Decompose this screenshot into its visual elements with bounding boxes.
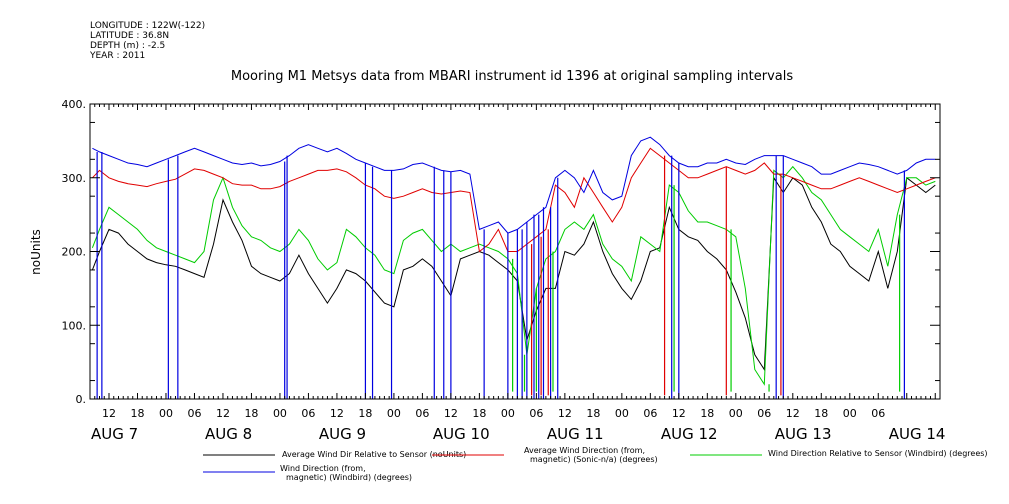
series-line-1 (91, 176, 936, 372)
y-axis-label: noUnits (29, 229, 43, 275)
x-tick-label: 00 (729, 407, 743, 420)
x-tick-label: 06 (643, 407, 657, 420)
year-label: YEAR : 2011 (90, 51, 146, 61)
x-tick-label: 12 (786, 407, 800, 420)
longitude-label: LONGITUDE : 122W(-122) (90, 21, 206, 31)
y-tick-label: 100. (62, 319, 87, 332)
x-tick-label: 18 (358, 407, 372, 420)
legend-label-line: Average Wind Direction (from, (524, 446, 645, 455)
chart-title: Mooring M1 Metsys data from MBARI instru… (231, 69, 793, 84)
series-line-4 (92, 136, 936, 234)
x-tick-label: 12 (102, 407, 116, 420)
x-tick-label: 06 (415, 407, 429, 420)
x-tick-label: 06 (301, 407, 315, 420)
legend-label-line: magnetic) (Windbird) (degrees) (286, 473, 412, 482)
latitude-label: LATITUDE : 36.8N (90, 31, 170, 41)
date-label: AUG 13 (775, 425, 832, 443)
legend-label: Wind Direction (from, magnetic) (Windbird… (280, 464, 412, 482)
x-tick-label: 00 (615, 407, 629, 420)
legend-label: Average Wind Dir Relative to Sensor (noU… (282, 450, 466, 459)
x-tick-label: 18 (130, 407, 144, 420)
legend-label-line: Wind Direction (from, (280, 464, 366, 473)
x-tick-label: 06 (757, 407, 771, 420)
x-tick-label: 18 (472, 407, 486, 420)
x-tick-label: 18 (700, 407, 714, 420)
x-tick-label: 18 (244, 407, 258, 420)
y-tick-label: 400. (62, 98, 87, 111)
date-label: AUG 14 (889, 425, 946, 443)
x-tick-label: 18 (586, 407, 600, 420)
date-label: AUG 11 (547, 425, 604, 443)
legend-label-line: magnetic) (Sonic-n/a) (degrees) (530, 455, 658, 464)
x-tick-label: 00 (501, 407, 515, 420)
date-label: AUG 8 (205, 425, 252, 443)
legend-label-line: Average Wind Dir Relative to Sensor (noU… (282, 450, 466, 459)
metadata-block: LONGITUDE : 122W(-122) LATITUDE : 36.8N … (90, 21, 205, 61)
x-tick-label: 00 (159, 407, 173, 420)
depth-label: DEPTH (m) : -2.5 (90, 41, 166, 51)
x-tick-label: 12 (216, 407, 230, 420)
legend-label-line: Wind Direction Relative to Sensor (Windb… (768, 449, 988, 458)
x-tick-label: 06 (871, 407, 885, 420)
x-tick-label: 18 (814, 407, 828, 420)
legend: Average Wind Dir Relative to Sensor (noU… (203, 446, 988, 482)
x-tick-label: 00 (843, 407, 857, 420)
y-tick-label: 0. (76, 393, 87, 406)
date-label: AUG 12 (661, 425, 718, 443)
series-line-2 (92, 147, 936, 253)
x-tick-label: 06 (529, 407, 543, 420)
x-tick-label: 12 (558, 407, 572, 420)
x-tick-label: 12 (672, 407, 686, 420)
date-label: AUG 10 (433, 425, 490, 443)
x-tick-label: 00 (387, 407, 401, 420)
y-tick-label: 300. (62, 172, 87, 185)
x-tick-label: 00 (273, 407, 287, 420)
x-tick-label: 12 (444, 407, 458, 420)
series-layer (91, 136, 936, 399)
date-label: AUG 9 (319, 425, 366, 443)
legend-label: Wind Direction Relative to Sensor (Windb… (768, 449, 988, 458)
date-label: AUG 7 (91, 425, 138, 443)
axis-layer: 0. 100. 200. 300. 400. 12 18 00 06 12 18 00 06 12 18 00… (62, 98, 946, 443)
legend-label: Average Wind Direction (from, magnetic) (… (524, 446, 658, 464)
y-tick-label: 200. (62, 246, 87, 259)
x-tick-label: 12 (330, 407, 344, 420)
x-tick-label: 06 (187, 407, 201, 420)
